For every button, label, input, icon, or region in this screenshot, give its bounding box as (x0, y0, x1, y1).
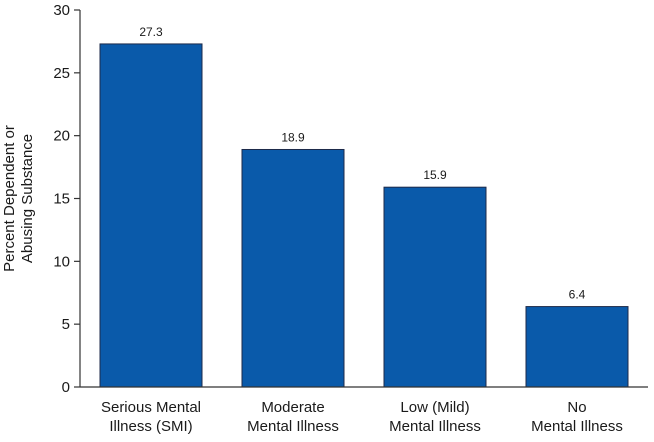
bar (99, 43, 203, 388)
category-label: Mental Illness (531, 418, 623, 435)
y-axis-title-line-1: Percent Dependent or (1, 125, 18, 272)
category-label: No (567, 399, 586, 416)
bar-value-label: 6.4 (569, 288, 586, 302)
bar (383, 186, 487, 388)
category-label: Moderate (261, 399, 324, 416)
bar-value-label: 18.9 (281, 130, 305, 144)
category-label: Low (Mild) (400, 399, 469, 416)
category-label: Serious Mental (101, 399, 201, 416)
y-tick-label: 10 (53, 253, 70, 270)
y-axis-title-line-2: Abusing Substance (19, 134, 36, 263)
y-tick-label: 25 (53, 65, 70, 82)
y-tick-label: 30 (53, 2, 70, 19)
category-label: Mental Illness (247, 418, 339, 435)
value-labels: 27.3 18.9 15.9 6.4 (139, 25, 585, 302)
y-axis-ticks: 0 5 10 15 20 25 30 (53, 2, 80, 396)
bar (241, 148, 345, 388)
category-label: Illness (SMI) (109, 418, 192, 435)
bar (525, 306, 629, 388)
y-tick-label: 15 (53, 191, 70, 208)
y-tick-label: 20 (53, 128, 70, 145)
category-label: Mental Illness (389, 418, 481, 435)
y-tick-label: 0 (62, 379, 70, 396)
bar-value-label: 27.3 (139, 25, 163, 39)
x-axis-labels: Serious Mental Illness (SMI) Moderate Menta… (101, 399, 623, 435)
bars (99, 43, 629, 388)
y-tick-label: 5 (62, 316, 70, 333)
y-axis-title: Percent Dependent or Abusing Substance (1, 125, 36, 272)
bar-value-label: 15.9 (423, 168, 447, 182)
